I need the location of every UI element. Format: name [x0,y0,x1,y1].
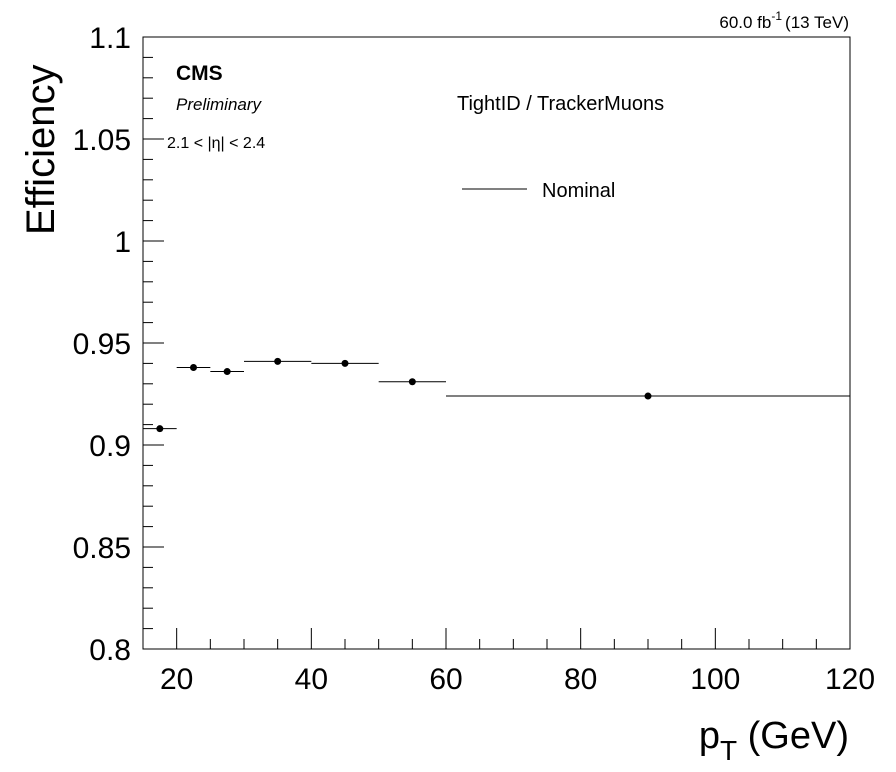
data-point [644,392,652,400]
x-tick-label: 120 [825,663,875,696]
y-tick-label: 0.9 [89,430,131,463]
y-tick-label: 1 [114,226,131,259]
selection-label: TightID / TrackerMuons [457,93,664,115]
x-tick-label: 80 [564,663,597,696]
y-tick-label: 0.8 [89,634,131,667]
data-point [156,425,164,433]
plot-frame [142,36,851,650]
data-points [143,357,850,433]
data-point [274,357,282,365]
data-point [408,378,416,386]
preliminary-label: Preliminary [176,95,263,114]
x-tick-label: 20 [160,663,193,696]
tick-labels: 20 40 60 80 100 120 0.8 0.85 0.9 0.95 1 1.05 1.1 [73,22,875,696]
legend-entry-nominal: Nominal [542,180,615,202]
y-tick-label: 0.85 [73,532,131,565]
y-tick-label: 0.95 [73,328,131,361]
data-point [341,359,349,367]
legend: Nominal [462,180,615,202]
x-tick-label: 40 [295,663,328,696]
y-axis-title: Efficiency [19,65,63,235]
x-axis-title: pT (GeV) [699,715,849,766]
y-tick-label: 1.1 [89,22,131,55]
lumi-label: 60.0 fb-1 (13 TeV) [719,9,849,32]
axis-ticks [142,36,851,650]
data-point [190,363,197,371]
data-point [223,368,231,376]
eta-range-label: 2.1 < |η| < 2.4 [167,135,265,152]
cms-label: CMS [176,62,223,85]
y-tick-label: 1.05 [73,124,131,157]
x-tick-label: 60 [429,663,462,696]
x-tick-label: 100 [690,663,740,696]
